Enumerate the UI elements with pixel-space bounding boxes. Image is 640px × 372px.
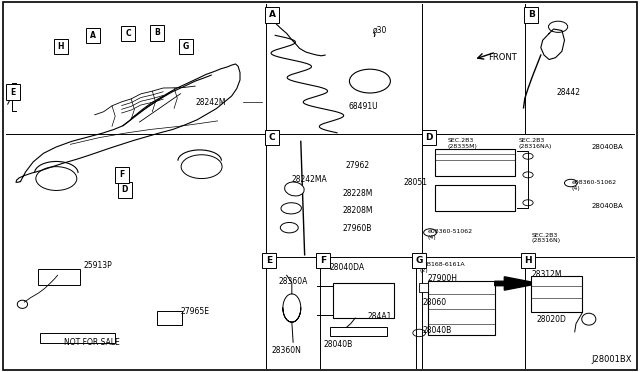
Bar	[412, 253, 426, 268]
Text: 68491U: 68491U	[349, 102, 378, 110]
Text: B: B	[528, 10, 534, 19]
Bar	[524, 7, 538, 23]
Text: 28020D: 28020D	[536, 315, 566, 324]
Bar	[521, 253, 535, 268]
Text: 28242MA: 28242MA	[291, 175, 327, 184]
Text: 28060: 28060	[422, 298, 447, 307]
Text: SEC.2B3
(28316NA): SEC.2B3 (28316NA)	[518, 138, 552, 149]
Bar	[121, 26, 135, 41]
Bar	[262, 253, 276, 268]
Bar	[316, 253, 330, 268]
Text: B: B	[154, 28, 159, 37]
Ellipse shape	[281, 203, 301, 214]
Text: D: D	[122, 185, 128, 194]
Text: 27960B: 27960B	[342, 224, 372, 233]
Text: C: C	[269, 133, 275, 142]
Text: ø30: ø30	[372, 25, 387, 34]
Text: E: E	[266, 256, 272, 265]
Text: H: H	[524, 256, 532, 265]
FancyArrow shape	[495, 277, 539, 290]
Text: A: A	[269, 10, 275, 19]
Text: 28040BA: 28040BA	[592, 203, 624, 209]
Text: F: F	[119, 170, 124, 179]
Bar	[428, 281, 495, 335]
Bar	[435, 149, 515, 176]
Text: SEC.2B3
(28316N): SEC.2B3 (28316N)	[531, 232, 561, 244]
Text: H: H	[58, 42, 64, 51]
Bar	[157, 311, 182, 325]
Bar	[179, 39, 193, 54]
Bar	[86, 28, 100, 43]
Bar	[531, 276, 582, 312]
Text: FRONT: FRONT	[488, 53, 516, 62]
Bar	[38, 269, 80, 285]
Text: 28040B: 28040B	[323, 340, 353, 349]
Bar	[265, 7, 279, 23]
Text: 28228M: 28228M	[342, 189, 372, 198]
Text: 27962: 27962	[346, 161, 370, 170]
Bar	[150, 25, 164, 41]
Bar	[115, 167, 129, 183]
Bar	[6, 84, 20, 100]
Text: 28040B: 28040B	[422, 326, 452, 335]
Bar	[118, 182, 132, 198]
Text: é0B168-6161A
(2): é0B168-6161A (2)	[419, 262, 465, 273]
Text: A: A	[90, 31, 96, 40]
Text: D: D	[425, 133, 433, 142]
Text: E: E	[10, 88, 15, 97]
Text: SEC.2B3
(28335M): SEC.2B3 (28335M)	[448, 138, 478, 149]
Text: 27965E: 27965E	[180, 307, 209, 316]
Bar	[422, 130, 436, 145]
Text: 28040BA: 28040BA	[592, 144, 624, 150]
Text: 27900H: 27900H	[428, 274, 458, 283]
Text: NOT FOR SALE: NOT FOR SALE	[64, 338, 120, 347]
Text: 28360N: 28360N	[272, 346, 302, 355]
Bar	[265, 130, 279, 145]
Text: 25913P: 25913P	[83, 262, 112, 270]
Text: 28040DA: 28040DA	[330, 263, 365, 272]
Text: G: G	[182, 42, 189, 51]
Text: F: F	[320, 256, 326, 265]
Text: é08360-51062
(4): é08360-51062 (4)	[572, 180, 617, 191]
Bar	[330, 327, 387, 336]
Text: 28242M: 28242M	[195, 98, 226, 107]
Text: é08360-51062
(4): é08360-51062 (4)	[428, 229, 473, 240]
Text: 284A1: 284A1	[368, 312, 392, 321]
Bar	[435, 185, 515, 211]
Text: G: G	[415, 256, 423, 265]
Bar	[419, 283, 428, 292]
Ellipse shape	[582, 313, 596, 325]
Bar	[40, 333, 115, 343]
Bar	[54, 39, 68, 54]
Text: C: C	[125, 29, 131, 38]
Text: J28001BX: J28001BX	[592, 355, 632, 364]
Ellipse shape	[285, 182, 304, 196]
Text: 28442: 28442	[557, 88, 581, 97]
Text: 28208M: 28208M	[342, 206, 373, 215]
Text: 28051: 28051	[404, 178, 428, 187]
Text: 28360A: 28360A	[278, 278, 308, 286]
Bar	[333, 283, 394, 318]
Text: 28312M: 28312M	[531, 270, 562, 279]
